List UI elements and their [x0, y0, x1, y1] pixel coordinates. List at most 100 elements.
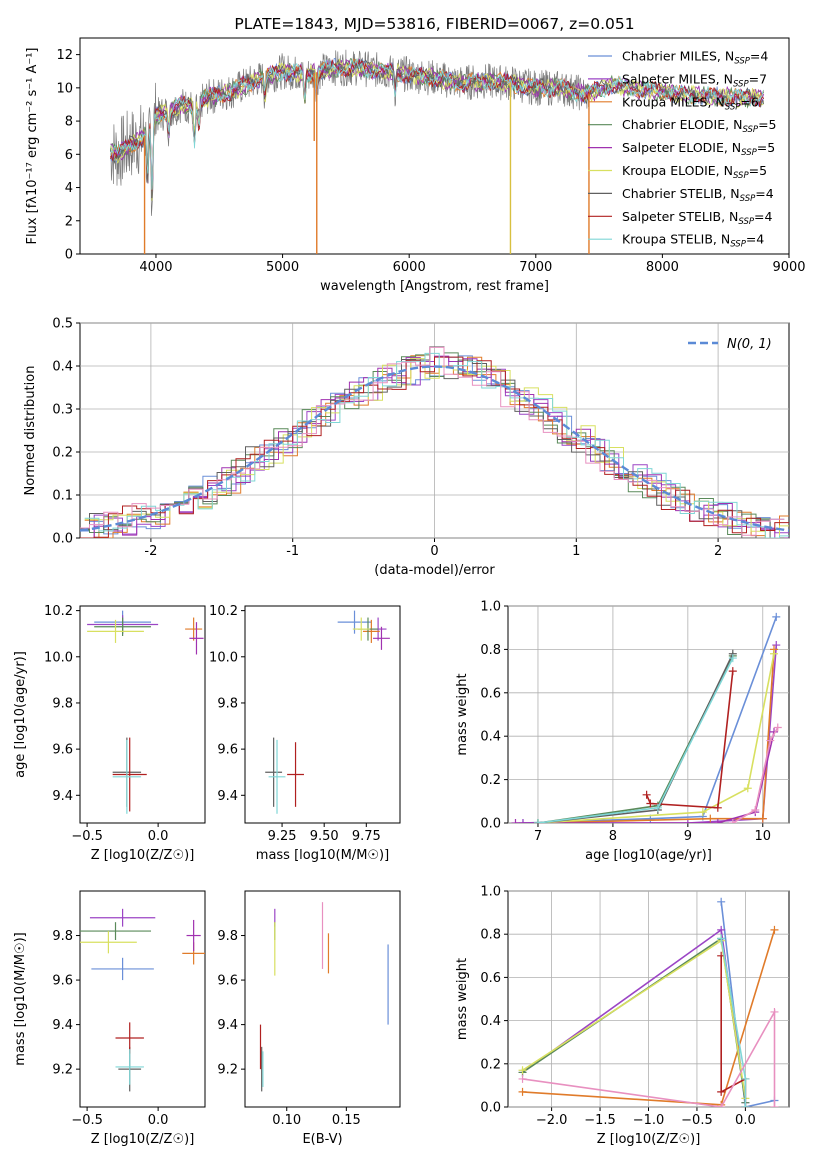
- y-tick-label: 9.6: [217, 743, 238, 758]
- residuals-xlabel: (data-model)/error: [374, 563, 495, 578]
- histogram-step: [84, 358, 789, 538]
- legend-entry: Kroupa MILES, NSSP=6: [622, 94, 759, 112]
- model-spectrum-line: [110, 58, 765, 190]
- data-point: [89, 908, 156, 927]
- y-tick-label: 1.0: [480, 885, 501, 900]
- y-tick-label: 9.2: [52, 1063, 73, 1078]
- zage-frame: [79, 605, 206, 824]
- series-marker: [717, 1087, 726, 1096]
- y-tick-label: 0.3: [52, 403, 73, 418]
- data-point: [268, 739, 286, 814]
- data-point: [362, 619, 380, 643]
- series-marker: [642, 790, 651, 799]
- y-tick-label: 9.8: [217, 696, 238, 711]
- series-marker: [770, 1007, 779, 1016]
- y-tick-label: 0.8: [480, 643, 501, 658]
- zmass-xlabel: Z [log10(Z/Z☉)]: [91, 1132, 195, 1147]
- data-point: [186, 919, 201, 952]
- series-marker: [518, 1074, 527, 1083]
- x-tick-label: −0.5: [71, 1113, 103, 1128]
- series-marker: [646, 799, 655, 808]
- legend-entry: Kroupa ELODIE, NSSP=5: [622, 163, 767, 181]
- legend-entry: Salpeter MILES, NSSP=7: [622, 71, 767, 89]
- spectrum-ylabel: Flux [fλ10⁻¹⁷ erg cm⁻² s⁻¹ A⁻¹]: [25, 48, 40, 245]
- y-tick-label: 0.0: [480, 817, 501, 832]
- y-tick-label: 0.8: [480, 928, 501, 943]
- data-point: [265, 737, 283, 807]
- y-tick-label: 9.4: [217, 1018, 238, 1033]
- series-marker: [772, 612, 781, 621]
- x-tick-label: 1: [572, 544, 580, 559]
- series-marker: [683, 819, 692, 823]
- legend-entry: Kroupa STELIB, NSSP=4: [622, 232, 764, 250]
- y-tick-label: 9.8: [52, 696, 73, 711]
- series-marker: [533, 819, 542, 823]
- series-line: [522, 616, 778, 823]
- weight_age-frame: [507, 605, 790, 824]
- data-point: [80, 922, 152, 940]
- weight_age-series: [511, 612, 782, 823]
- massage-frame: [244, 605, 401, 824]
- data-point: [94, 617, 152, 637]
- spectrum-xlabel: wavelength [Angstrom, rest frame]: [320, 279, 549, 294]
- x-tick-label: −1.5: [584, 1113, 616, 1128]
- x-tick-label: 9.75: [352, 829, 381, 844]
- data-point: [112, 737, 147, 812]
- y-tick-label: 2: [65, 214, 73, 229]
- gaussian-curve: [80, 365, 789, 532]
- x-tick-label: −0.5: [681, 1113, 713, 1128]
- weight_z-xlabel: Z [log10(Z/Z☉)]: [597, 1132, 701, 1147]
- x-tick-label: 0.15: [332, 1113, 361, 1128]
- spectrum-legend: Chabrier MILES, NSSP=4 Salpeter MILES, NS…: [588, 49, 777, 250]
- series-marker: [713, 803, 722, 812]
- ebvmass-axes: 0.10 0.15 9.2 9.4 9.6 9.8 E(B-V): [217, 890, 401, 1147]
- histogram-plot-area: [80, 346, 789, 538]
- series-marker: [741, 1074, 750, 1083]
- massage-axes: 9.25 9.50 9.75 9.4 9.6 9.8 10.0 10.2 mass [log10…: [209, 604, 401, 863]
- series-line: [537, 649, 775, 823]
- series-line: [720, 901, 775, 1107]
- series-marker: [728, 654, 737, 663]
- legend-entry: Salpeter ELODIE, NSSP=5: [622, 140, 775, 158]
- series-marker: [518, 819, 527, 823]
- data-point: [80, 931, 137, 954]
- y-tick-label: 0.4: [480, 730, 501, 745]
- model-spectrum-line: [110, 59, 765, 191]
- y-tick-label: 8: [65, 115, 73, 130]
- series-marker: [713, 819, 722, 823]
- series-marker: [751, 805, 760, 814]
- series-marker: [766, 736, 775, 745]
- y-tick-label: 0.6: [480, 686, 501, 701]
- y-tick-label: 9.8: [217, 929, 238, 944]
- spectrum-plot-area: [110, 49, 765, 254]
- series-line: [732, 727, 779, 823]
- weight_age-ylabel: mass weight: [455, 673, 470, 755]
- y-tick-label: 0.2: [480, 773, 501, 788]
- x-tick-label: 9: [684, 829, 692, 844]
- series-marker: [758, 814, 767, 823]
- y-tick-label: 0: [65, 248, 73, 263]
- series-line: [645, 671, 734, 809]
- spectrum-frame: [79, 37, 790, 255]
- ebvmass-points: [259, 902, 389, 1092]
- x-tick-label: 0.0: [735, 1113, 756, 1128]
- series-marker: [728, 819, 737, 823]
- zage-axes: −0.5 0.0 9.4 9.6 9.8 10.0 10.2 Z [log10(Z/Z☉)] a…: [13, 604, 206, 863]
- series-marker: [511, 819, 520, 823]
- series-line: [537, 653, 734, 823]
- legend-entry: Chabrier MILES, NSSP=4: [622, 49, 768, 67]
- x-tick-label: -1: [286, 544, 299, 559]
- series-marker: [717, 925, 726, 934]
- massage-xlabel: mass [log10(M/M☉)]: [256, 848, 389, 863]
- x-tick-label: 0.0: [148, 1113, 169, 1128]
- x-tick-label: 9.25: [268, 829, 297, 844]
- x-tick-label: 7000: [519, 260, 552, 275]
- residuals-ylabel: Normed distribution: [23, 366, 38, 496]
- y-tick-label: 9.6: [52, 743, 73, 758]
- y-tick-label: 0.6: [480, 971, 501, 986]
- series-marker: [518, 1066, 527, 1075]
- x-tick-label: −2.0: [536, 1113, 568, 1128]
- x-tick-label: 9000: [772, 260, 805, 275]
- data-point: [337, 610, 372, 634]
